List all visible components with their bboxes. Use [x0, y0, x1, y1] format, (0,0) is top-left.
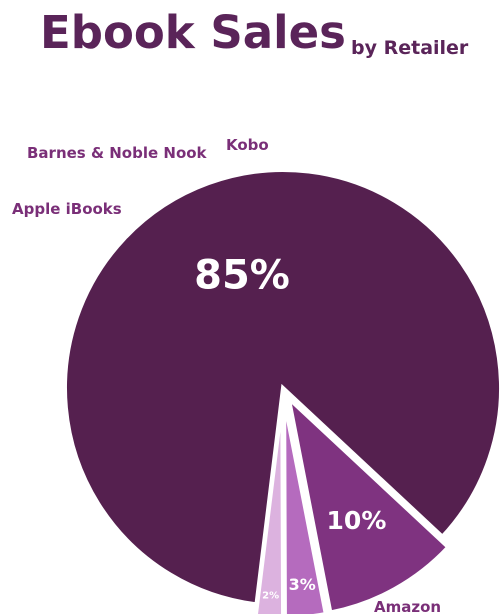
chart-title: Ebook Sales	[40, 6, 346, 59]
pie-slice-amazon	[63, 168, 501, 607]
pie-slice-kobo	[253, 399, 286, 614]
slice-label-apple-ibooks: Apple iBooks	[12, 200, 122, 218]
chart-subtitle: by Retailer	[351, 37, 469, 59]
slice-value-kobo: 2%	[262, 590, 279, 601]
slice-value-amazon: 85%	[194, 252, 290, 298]
slice-label-barnes-noble-nook: Barnes & Noble Nook	[27, 144, 208, 162]
pie-slice-apple-ibooks	[285, 392, 452, 614]
slice-label-kobo: Kobo	[226, 136, 269, 154]
slice-value-apple-ibooks: 10%	[327, 506, 387, 535]
slice-value-barnes-noble-nook: 3%	[289, 575, 316, 594]
slice-label-amazon: Amazon	[374, 598, 441, 614]
